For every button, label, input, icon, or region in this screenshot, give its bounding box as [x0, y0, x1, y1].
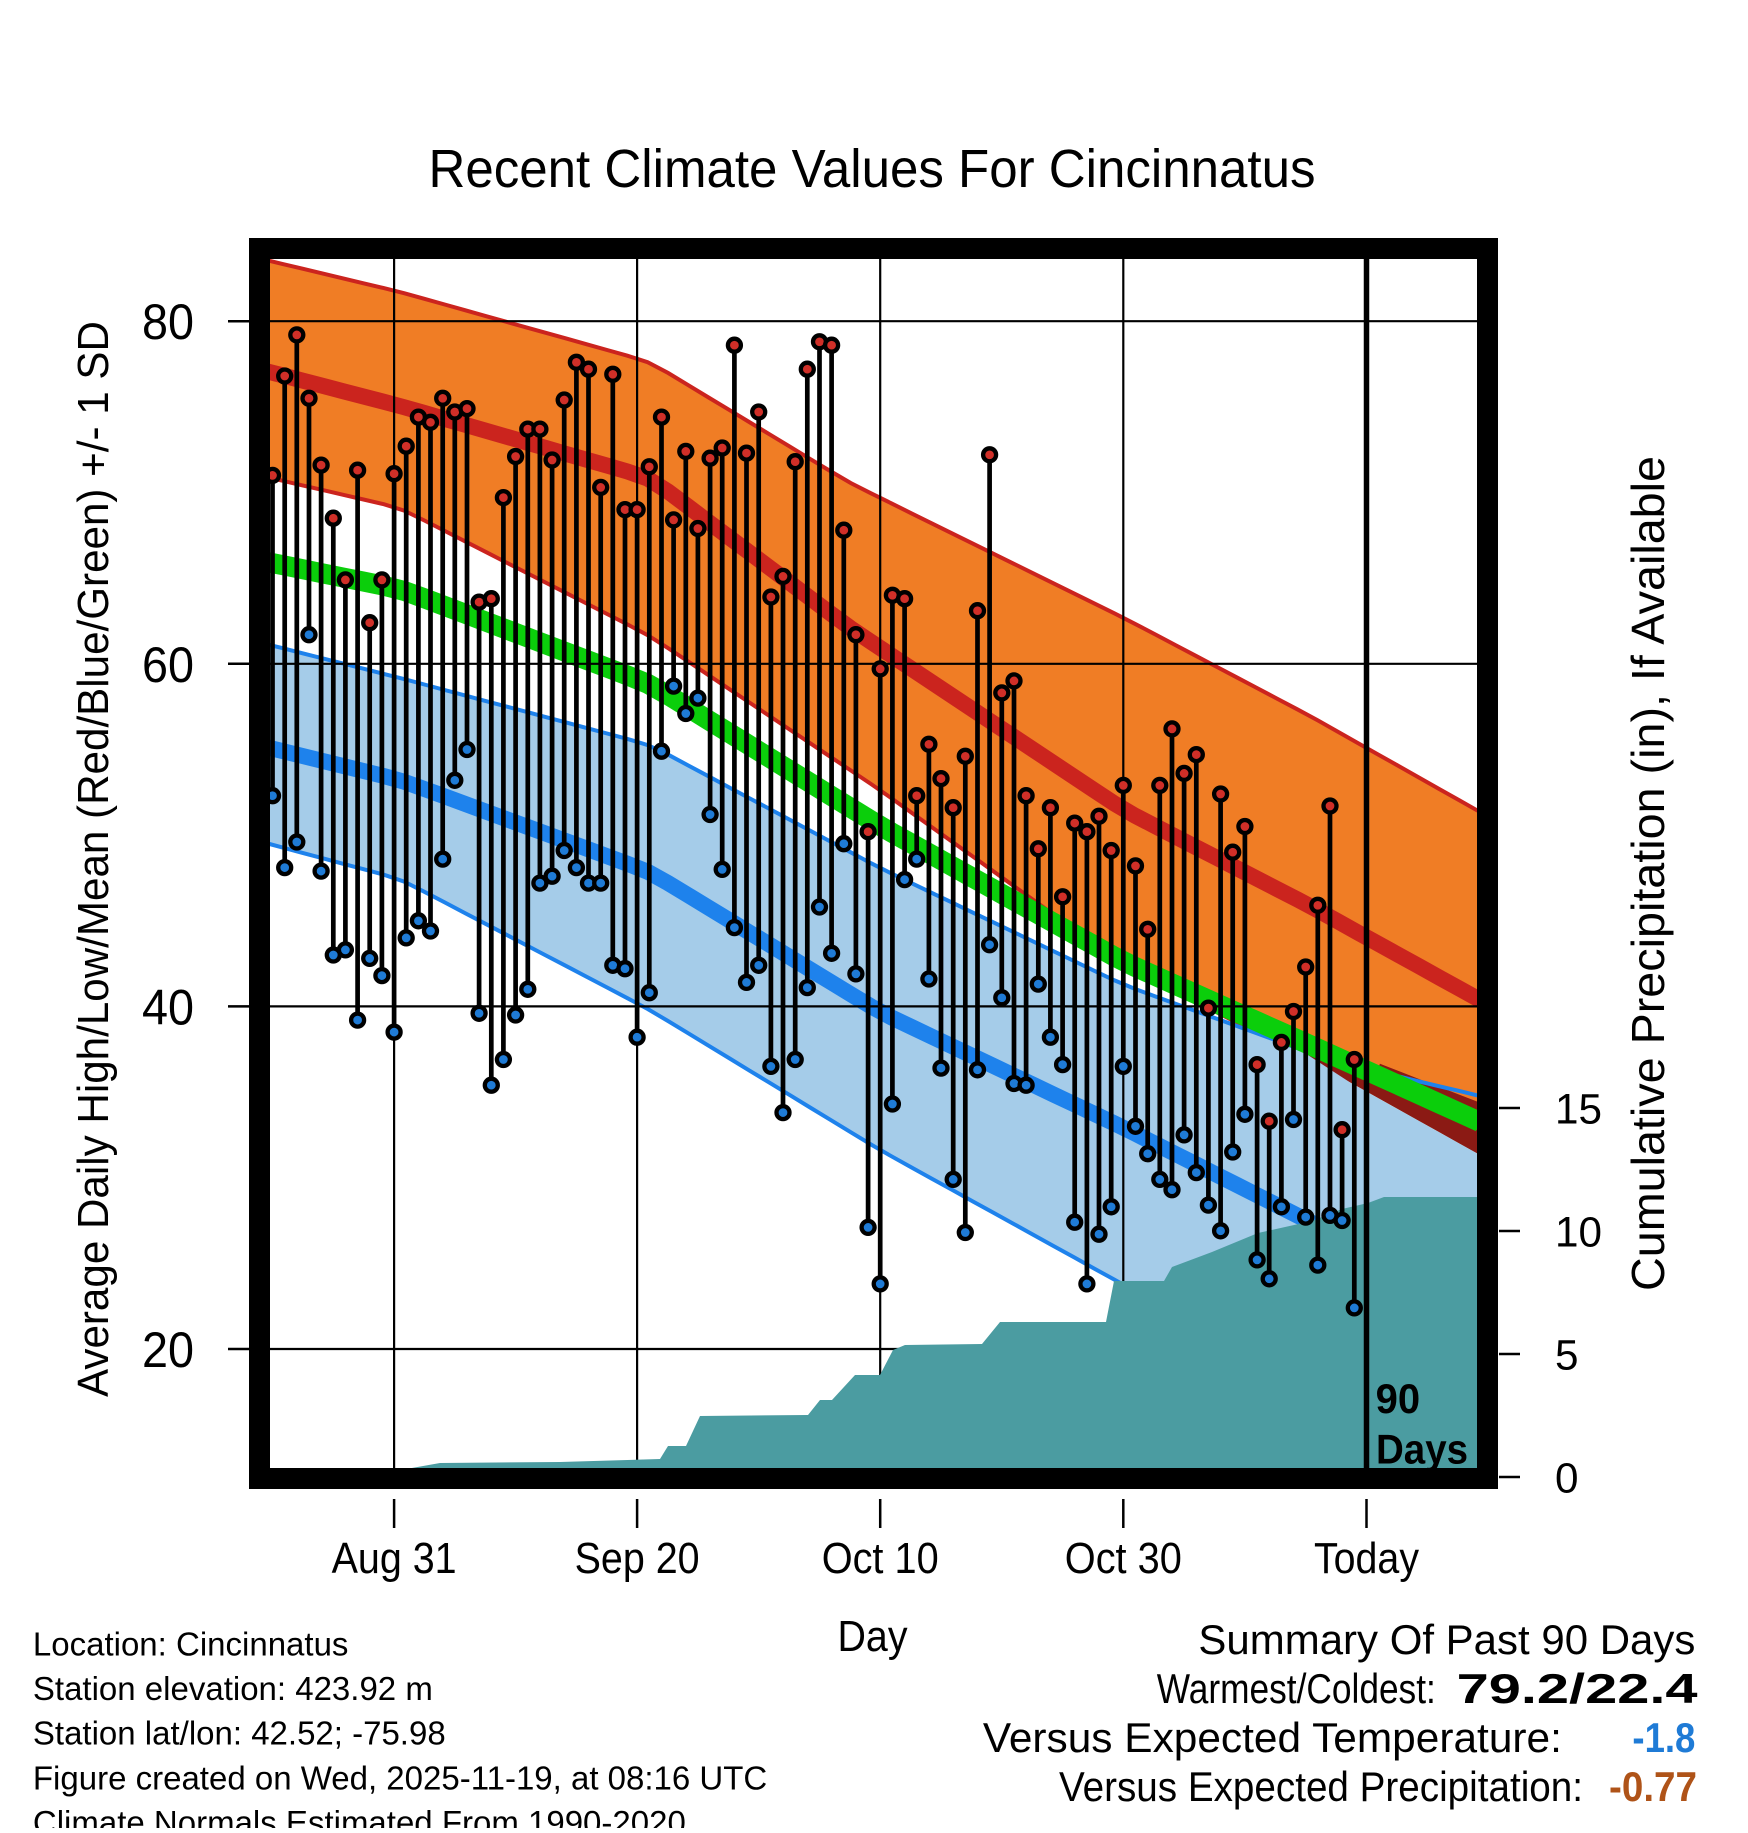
- svg-text:Figure created on Wed, 2025-11: Figure created on Wed, 2025-11-19, at 08…: [33, 1759, 767, 1796]
- svg-text:Oct 10: Oct 10: [822, 1534, 939, 1583]
- svg-text:Versus Expected Temperature:: Versus Expected Temperature:: [983, 1714, 1562, 1761]
- svg-text:79.2/22.4: 79.2/22.4: [1457, 1665, 1699, 1712]
- svg-text:Average Daily High/Low/Mean (R: Average Daily High/Low/Mean (Red/Blue/Gr…: [69, 321, 118, 1397]
- svg-text:Recent Climate Values For Cinc: Recent Climate Values For Cincinnatus: [429, 139, 1316, 199]
- svg-text:15: 15: [1555, 1086, 1602, 1134]
- svg-text:Sep 20: Sep 20: [575, 1534, 700, 1583]
- svg-text:-1.8: -1.8: [1632, 1714, 1695, 1761]
- svg-text:Station lat/lon: 42.52; -75.98: Station lat/lon: 42.52; -75.98: [33, 1715, 446, 1752]
- svg-text:Station elevation: 423.92 m: Station elevation: 423.92 m: [33, 1670, 433, 1707]
- svg-text:0: 0: [1555, 1455, 1579, 1503]
- svg-text:60: 60: [142, 637, 194, 693]
- svg-text:Climate Normals Estimated From: Climate Normals Estimated From 1990-2020: [33, 1804, 686, 1828]
- svg-text:Days: Days: [1376, 1425, 1468, 1472]
- svg-text:Oct 30: Oct 30: [1065, 1534, 1182, 1583]
- svg-text:-0.77: -0.77: [1609, 1763, 1697, 1810]
- svg-text:5: 5: [1555, 1332, 1579, 1380]
- svg-text:80: 80: [142, 294, 194, 350]
- svg-text:Location: Cincinnatus: Location: Cincinnatus: [33, 1626, 349, 1663]
- svg-text:Day: Day: [838, 1612, 908, 1661]
- svg-text:Cumulative Precipitation (in),: Cumulative Precipitation (in), If Availa…: [1622, 456, 1674, 1291]
- svg-text:Today: Today: [1314, 1534, 1419, 1583]
- svg-text:90: 90: [1376, 1375, 1421, 1422]
- svg-text:Summary Of Past 90 Days: Summary Of Past 90 Days: [1198, 1616, 1695, 1663]
- svg-text:Versus Expected Precipitation:: Versus Expected Precipitation:: [1059, 1763, 1583, 1810]
- svg-text:Warmest/Coldest:: Warmest/Coldest:: [1157, 1665, 1436, 1712]
- svg-text:10: 10: [1555, 1209, 1602, 1257]
- svg-text:20: 20: [142, 1322, 194, 1378]
- svg-text:Aug 31: Aug 31: [332, 1534, 457, 1583]
- svg-text:40: 40: [142, 979, 194, 1035]
